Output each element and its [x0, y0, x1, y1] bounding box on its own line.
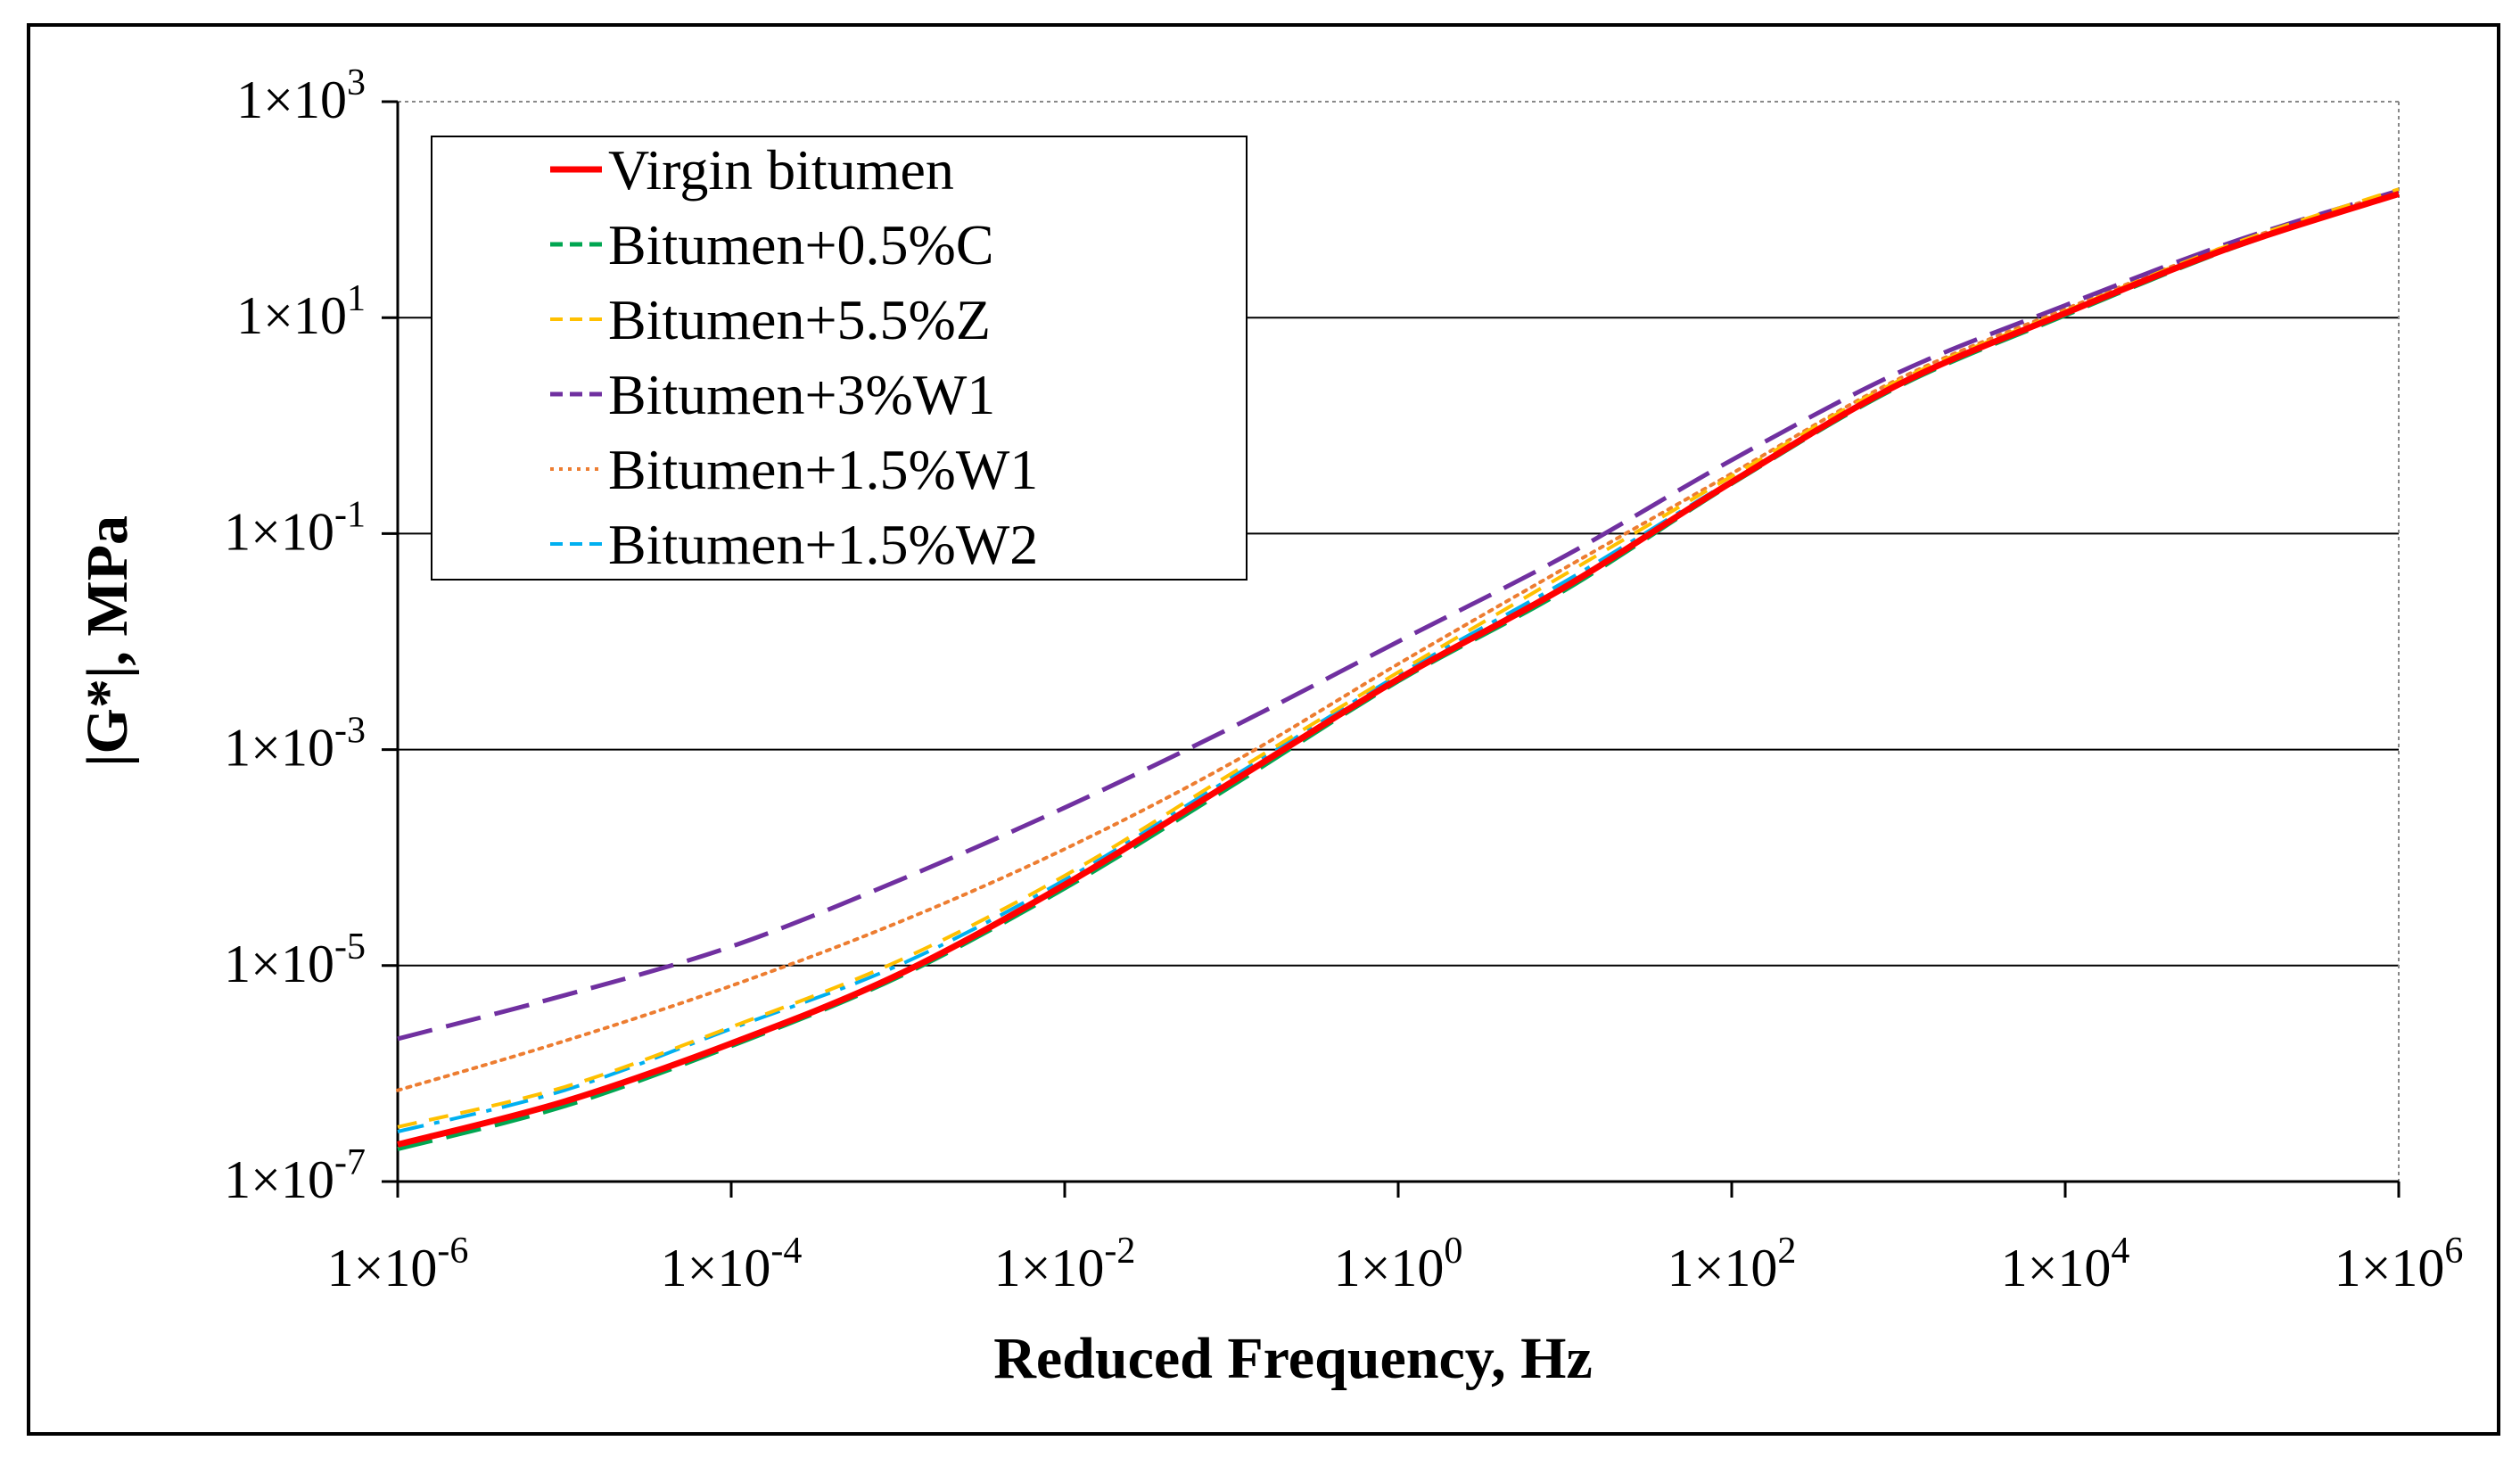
legend-label-0: Virgin bitumen: [608, 138, 954, 202]
axes: [382, 100, 2401, 1198]
legend-label-3: Bitumen+3%W1: [608, 363, 995, 426]
x-axis-title: Reduced Frequency, Hz: [993, 1326, 1593, 1391]
x-tick-label-5: 1×104: [2001, 1231, 2130, 1297]
legend-box: [431, 136, 1248, 581]
series-lines: [396, 187, 2401, 1151]
series-line-0: [397, 191, 2401, 1148]
legend: Virgin bitumen Bitumen+0.5%C Bitumen+5.5%Z…: [431, 136, 1248, 581]
y-tick-label-0: 1×103: [236, 62, 366, 129]
x-tick-label-6: 1×106: [2335, 1231, 2464, 1297]
legend-label-2: Bitumen+5.5%Z: [608, 288, 991, 351]
x-tick-label-4: 1×102: [1668, 1231, 1797, 1297]
y-tick-label-1: 1×101: [236, 278, 366, 345]
series-line-4: [396, 188, 2401, 1092]
y-tick-label-3: 1×10-3: [224, 711, 366, 778]
tick-labels: 1×1031×1011×10-11×10-31×10-51×10-71×10-6…: [224, 62, 2463, 1297]
x-tick-label-3: 1×100: [1334, 1231, 1463, 1297]
legend-label-1: Bitumen+0.5%C: [608, 213, 994, 276]
y-axis-title: |G*|, MPa: [75, 515, 140, 767]
legend-label-4: Bitumen+1.5%W1: [608, 438, 1038, 501]
legend-label-5: Bitumen+1.5%W2: [608, 513, 1038, 576]
series-line-3: [397, 188, 2400, 1042]
